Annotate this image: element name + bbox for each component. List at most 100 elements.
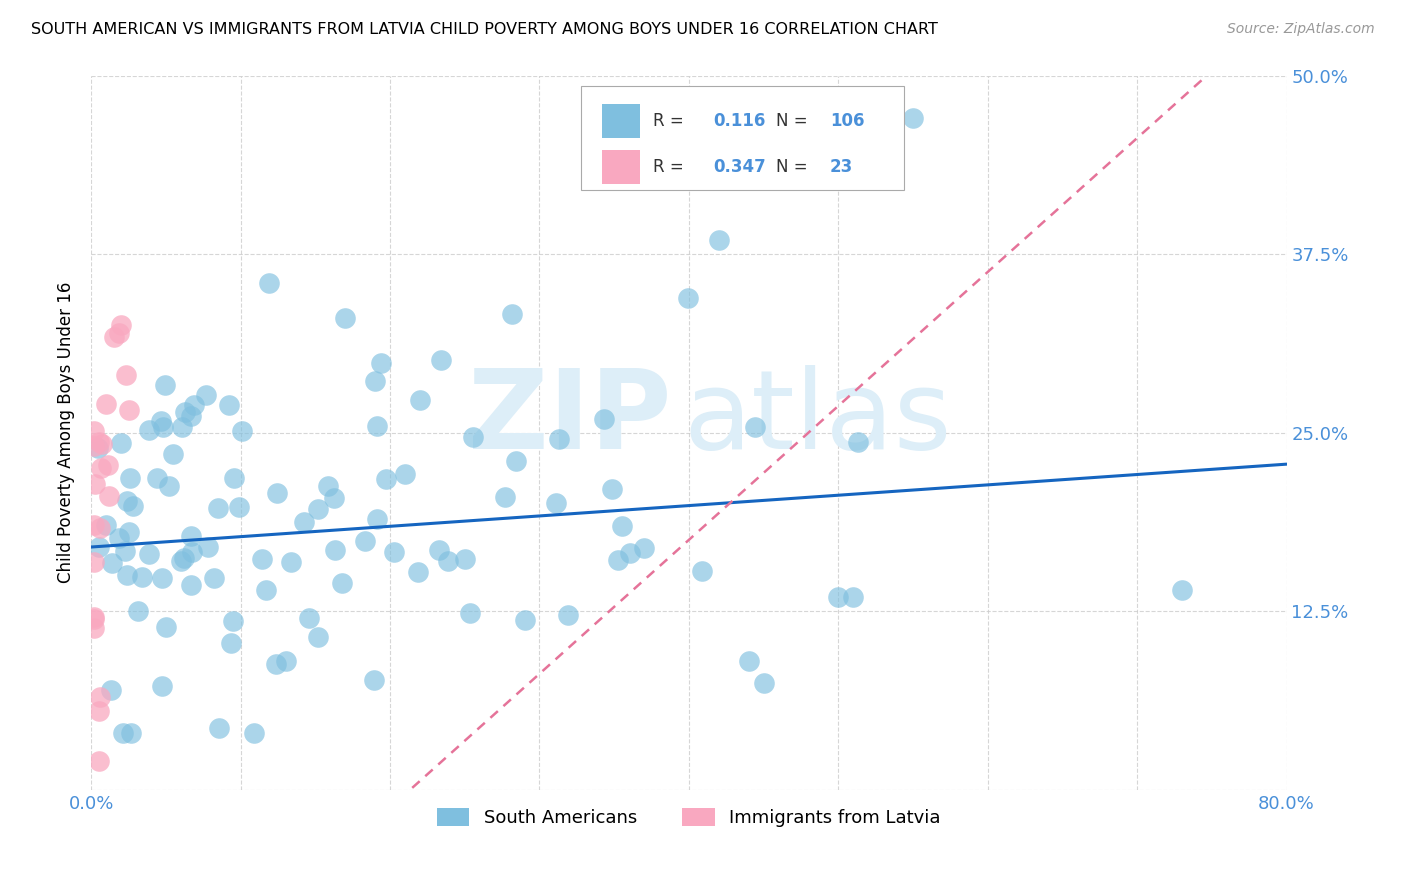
Point bbox=[170, 554, 193, 568]
Point bbox=[146, 471, 169, 485]
Point bbox=[409, 392, 432, 407]
Point bbox=[231, 424, 253, 438]
Point bbox=[91, 437, 114, 451]
Text: 23: 23 bbox=[830, 158, 853, 176]
Point bbox=[737, 654, 759, 668]
Point bbox=[87, 541, 110, 555]
Point bbox=[842, 590, 865, 604]
Point bbox=[280, 555, 302, 569]
Point bbox=[330, 576, 353, 591]
Point bbox=[266, 486, 288, 500]
Point bbox=[298, 611, 321, 625]
Point bbox=[501, 307, 523, 321]
Point bbox=[619, 546, 641, 560]
Point bbox=[322, 491, 344, 505]
Text: 0.347: 0.347 bbox=[713, 158, 765, 176]
Point bbox=[120, 725, 142, 739]
Point bbox=[266, 657, 288, 672]
Point bbox=[87, 441, 110, 455]
Point bbox=[307, 630, 329, 644]
Point bbox=[633, 541, 655, 555]
Point bbox=[707, 233, 730, 247]
Point bbox=[170, 419, 193, 434]
Point bbox=[83, 439, 105, 453]
FancyBboxPatch shape bbox=[581, 87, 904, 190]
Point bbox=[138, 547, 160, 561]
Point bbox=[114, 544, 136, 558]
Point bbox=[100, 556, 122, 570]
Point bbox=[202, 571, 225, 585]
Point bbox=[335, 311, 357, 326]
Point bbox=[430, 353, 453, 368]
Point bbox=[173, 550, 195, 565]
Point bbox=[252, 552, 274, 566]
Point bbox=[505, 453, 527, 467]
Point bbox=[115, 494, 138, 508]
Text: 0.116: 0.116 bbox=[713, 112, 765, 129]
Point bbox=[294, 515, 316, 529]
Point bbox=[83, 517, 105, 532]
Point bbox=[111, 725, 134, 739]
Point bbox=[307, 502, 329, 516]
Point bbox=[118, 471, 141, 485]
Point bbox=[153, 377, 176, 392]
Point bbox=[87, 434, 110, 449]
Point bbox=[224, 471, 246, 485]
Point bbox=[180, 529, 202, 543]
Point bbox=[115, 567, 138, 582]
Point bbox=[827, 590, 849, 604]
Point bbox=[366, 512, 388, 526]
Point bbox=[150, 679, 173, 693]
Legend: South Americans, Immigrants from Latvia: South Americans, Immigrants from Latvia bbox=[430, 801, 948, 835]
Point bbox=[83, 555, 105, 569]
Point bbox=[157, 479, 180, 493]
Point bbox=[94, 517, 117, 532]
Point bbox=[83, 610, 105, 624]
Point bbox=[370, 356, 392, 370]
Point bbox=[254, 583, 277, 598]
FancyBboxPatch shape bbox=[602, 150, 640, 184]
Point bbox=[364, 374, 387, 388]
Point bbox=[316, 479, 339, 493]
Point bbox=[118, 403, 141, 417]
Point bbox=[901, 112, 924, 126]
Point bbox=[678, 292, 700, 306]
Point bbox=[515, 613, 537, 627]
Point bbox=[180, 409, 202, 423]
Point bbox=[97, 458, 120, 472]
Point bbox=[600, 482, 623, 496]
Point bbox=[222, 615, 245, 629]
Point bbox=[848, 434, 870, 449]
Point bbox=[458, 606, 481, 620]
Point bbox=[257, 276, 280, 290]
Point bbox=[207, 501, 229, 516]
Text: R =: R = bbox=[652, 158, 689, 176]
Point bbox=[276, 654, 298, 668]
Point bbox=[180, 577, 202, 591]
Point bbox=[610, 519, 633, 533]
Point bbox=[84, 476, 107, 491]
Point bbox=[208, 721, 231, 735]
Point bbox=[366, 419, 388, 434]
Point bbox=[150, 571, 173, 585]
Point bbox=[218, 398, 240, 412]
Point bbox=[150, 414, 173, 428]
Text: SOUTH AMERICAN VS IMMIGRANTS FROM LATVIA CHILD POVERTY AMONG BOYS UNDER 16 CORRE: SOUTH AMERICAN VS IMMIGRANTS FROM LATVIA… bbox=[31, 22, 938, 37]
Point bbox=[494, 490, 516, 504]
Point bbox=[1171, 582, 1194, 597]
Point bbox=[394, 467, 416, 482]
Point bbox=[228, 500, 250, 514]
Point bbox=[138, 423, 160, 437]
Point bbox=[544, 496, 567, 510]
Text: atlas: atlas bbox=[683, 365, 952, 472]
Point bbox=[103, 330, 125, 344]
Point bbox=[453, 552, 475, 566]
Point bbox=[152, 419, 174, 434]
Point bbox=[323, 543, 346, 558]
Point bbox=[548, 432, 571, 446]
Point bbox=[87, 704, 110, 718]
Point bbox=[131, 570, 153, 584]
Point bbox=[436, 554, 458, 568]
Point bbox=[155, 620, 177, 634]
Text: 106: 106 bbox=[830, 112, 865, 129]
